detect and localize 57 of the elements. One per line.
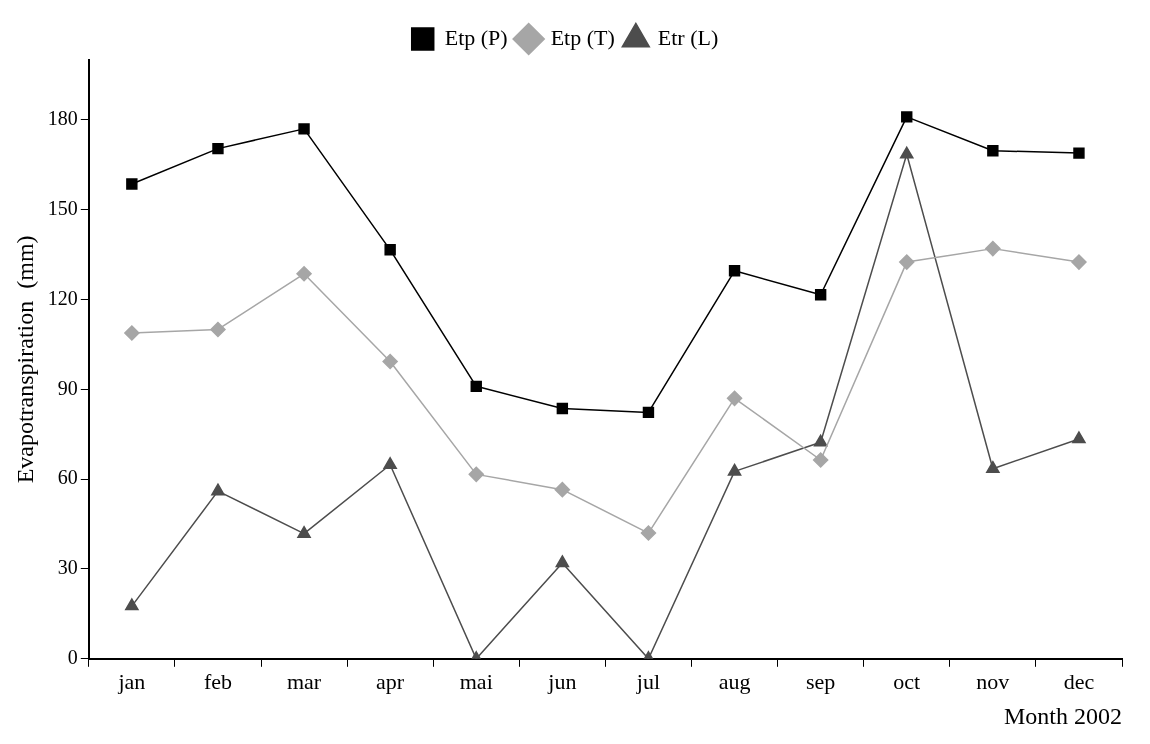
point xyxy=(1072,431,1086,444)
point xyxy=(1071,254,1087,270)
y-tick-label: 30 xyxy=(57,556,78,579)
point xyxy=(642,406,655,419)
point xyxy=(210,321,226,338)
point xyxy=(726,390,743,407)
x-tick-label: nov xyxy=(976,668,1010,694)
x-tick-label: sep xyxy=(805,668,836,694)
x-tick-label: oct xyxy=(893,668,921,694)
point xyxy=(813,434,828,447)
point xyxy=(986,460,1000,473)
point xyxy=(297,525,311,538)
legend-label: Etr (L) xyxy=(657,24,719,50)
point xyxy=(728,265,741,277)
point xyxy=(555,555,570,568)
point xyxy=(298,123,310,135)
point xyxy=(125,598,139,611)
point xyxy=(812,452,829,468)
point xyxy=(126,178,138,190)
y-tick-label: 90 xyxy=(57,376,78,399)
point xyxy=(987,145,999,157)
x-tick-label: mar xyxy=(286,668,322,694)
point xyxy=(556,402,569,415)
point xyxy=(296,266,312,282)
point xyxy=(727,463,742,476)
x-tick-label: jun xyxy=(547,668,577,694)
x-tick-label: apr xyxy=(376,668,405,694)
y-tick-label: 60 xyxy=(57,466,78,489)
x-tick-label: aug xyxy=(718,668,751,694)
point xyxy=(814,289,827,301)
x-tick-label: dec xyxy=(1063,668,1095,694)
x-tick-label: feb xyxy=(203,668,232,694)
legend-label: Etp (P) xyxy=(444,24,508,50)
point xyxy=(124,325,140,341)
y-axis-title: Evapotranspiration (mm) xyxy=(11,235,38,484)
y-tick-label: 180 xyxy=(47,107,78,130)
point xyxy=(470,380,482,393)
y-tick-label: 150 xyxy=(47,196,78,219)
x-tick-label: jan xyxy=(117,668,146,694)
point xyxy=(382,353,398,370)
x-tick-label: mai xyxy=(459,668,493,694)
point xyxy=(211,483,225,496)
point xyxy=(383,457,397,470)
point xyxy=(212,142,224,155)
point xyxy=(384,244,396,256)
point xyxy=(899,254,915,270)
point xyxy=(1073,147,1085,159)
y-tick-label: 0 xyxy=(67,646,78,669)
point xyxy=(554,481,571,498)
point xyxy=(468,466,484,483)
point xyxy=(901,111,913,123)
x-tick-label: jul xyxy=(635,668,661,694)
legend-label: Etp (T) xyxy=(550,24,615,50)
point xyxy=(985,240,1001,257)
x-axis-title: Month 2002 xyxy=(1003,702,1122,729)
y-tick-label: 120 xyxy=(47,286,78,309)
point xyxy=(640,525,657,541)
